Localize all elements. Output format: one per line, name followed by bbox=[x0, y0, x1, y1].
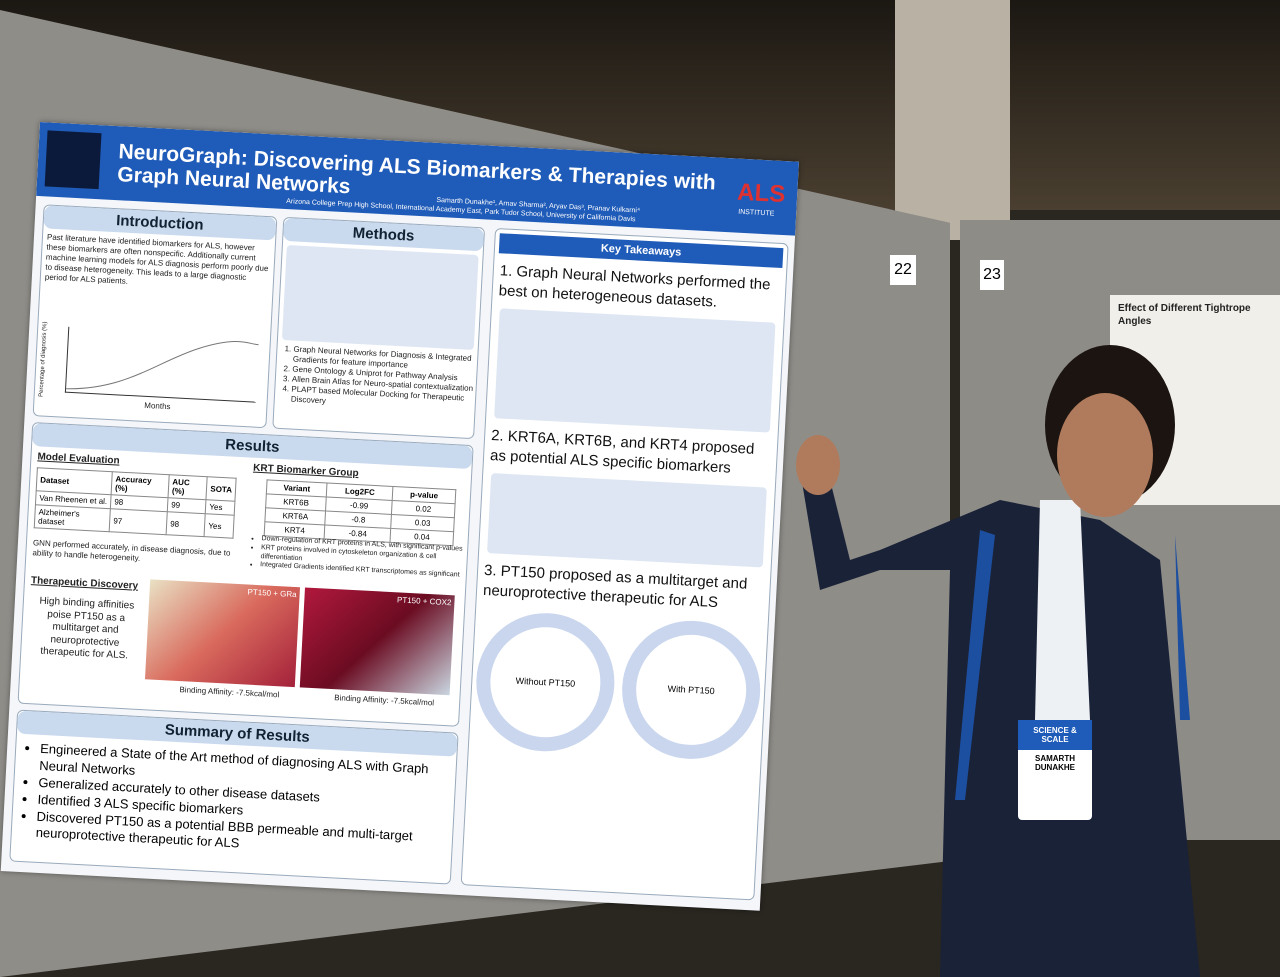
curve bbox=[66, 341, 259, 390]
diagram-label: Without PT150 bbox=[472, 609, 618, 755]
takeaway: 2. KRT6A, KRT6B, and KRT4 proposed as po… bbox=[489, 427, 755, 477]
docking-image: PT150 + GRa bbox=[144, 579, 301, 688]
badge: SCIENCE & SCALE SAMARTH DUNAKHE bbox=[1018, 720, 1092, 820]
takeaway-diagram bbox=[487, 473, 767, 568]
badge-name: SAMARTH DUNAKHE bbox=[1035, 754, 1075, 772]
jacket bbox=[800, 460, 1200, 977]
intro-text: Past literature have identified biomarke… bbox=[44, 232, 269, 286]
key-takeaways: Key Takeaways 1. Graph Neural Networks p… bbox=[460, 227, 789, 901]
logo-sub: INSTITUTE bbox=[738, 208, 775, 218]
takeaway: 1. Graph Neural Networks performed the b… bbox=[498, 262, 771, 311]
results: Results Model Evaluation Dataset Accuracy… bbox=[17, 422, 474, 727]
diagram-label: With PT150 bbox=[618, 617, 764, 763]
methods-diagram bbox=[281, 245, 479, 351]
logo-als: ALS bbox=[736, 178, 786, 209]
subheading: Model Evaluation bbox=[37, 451, 120, 467]
cell: Alzheimer's dataset bbox=[34, 504, 111, 532]
shirt bbox=[1035, 500, 1090, 740]
logo-school bbox=[44, 130, 102, 190]
image-label: PT150 + COX2 bbox=[396, 595, 452, 608]
header-cell: Accuracy (%) bbox=[111, 471, 170, 498]
pathway-diagrams: Without PT150 With PT150 bbox=[469, 609, 768, 763]
face bbox=[1057, 393, 1153, 517]
hand bbox=[796, 435, 840, 495]
takeaway-charts bbox=[494, 308, 776, 433]
cell: 98 bbox=[166, 511, 206, 537]
model-table: Dataset Accuracy (%) AUC (%) SOTA Van Rheene… bbox=[34, 467, 237, 539]
summary-list: Engineered a State of the Art method of … bbox=[11, 740, 456, 864]
badge-event: SCIENCE & SCALE bbox=[1018, 720, 1092, 750]
caption: Binding Affinity: -7.5kcal/mol bbox=[334, 693, 435, 708]
subheading: KRT Biomarker Group bbox=[252, 462, 359, 480]
therapeutic-text: High binding affinities poise PT150 as a… bbox=[39, 595, 135, 662]
caption: Binding Affinity: -7.5kcal/mol bbox=[179, 685, 280, 700]
booth-number: 22 bbox=[890, 255, 916, 285]
methods-list: Graph Neural Networks for Diagnosis & In… bbox=[275, 344, 478, 414]
header-cell: AUC (%) bbox=[168, 474, 208, 500]
cell: Yes bbox=[204, 513, 235, 539]
intro-chart bbox=[64, 326, 260, 403]
cell: Yes bbox=[205, 499, 235, 516]
introduction: Introduction Past literature have identi… bbox=[32, 204, 278, 429]
axis-label: Months bbox=[144, 400, 171, 412]
backpack-strap bbox=[955, 530, 1190, 800]
cell: 97 bbox=[109, 508, 168, 535]
docking-image: PT150 + COX2 bbox=[299, 587, 455, 696]
image-label: PT150 + GRa bbox=[247, 587, 297, 600]
neighbor-title: Effect of Different Tightrope Angles bbox=[1118, 303, 1251, 327]
poster: NeuroGraph: Discovering ALS Biomarkers &… bbox=[0, 122, 799, 911]
methods: Methods Graph Neural Networks for Diagno… bbox=[272, 216, 486, 440]
axis-label: Percentage of diagnosis (%) bbox=[38, 321, 49, 398]
person bbox=[796, 345, 1200, 977]
header-cell: SOTA bbox=[206, 476, 237, 502]
takeaway: 3. PT150 proposed as a multitarget and n… bbox=[482, 561, 748, 611]
subheading: Therapeutic Discovery bbox=[30, 575, 139, 592]
note: GNN performed accurately, in disease dia… bbox=[32, 538, 231, 563]
booth-number: 23 bbox=[980, 260, 1004, 290]
summary: Summary of Results Engineered a State of… bbox=[9, 709, 459, 885]
pillar bbox=[895, 0, 1010, 240]
